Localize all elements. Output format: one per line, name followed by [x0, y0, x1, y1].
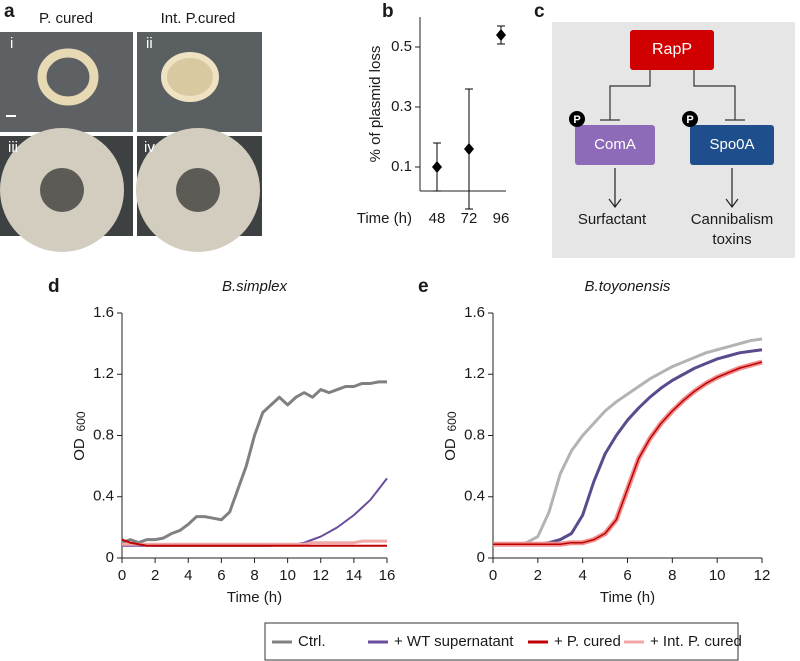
- legend-entries: Ctrl. + WT supernatant + P. cured + Int. P.…: [272, 633, 742, 650]
- series-line: [493, 337, 763, 546]
- y-tick-label: 1.2: [464, 365, 485, 382]
- tile-label: ii: [146, 35, 153, 52]
- series-line: [122, 539, 387, 546]
- legend-label: + P. cured: [554, 633, 621, 650]
- node-label: Spo0A: [709, 136, 754, 153]
- point: [496, 29, 506, 41]
- x-tick-label: 6: [217, 567, 225, 584]
- x-tick-label: 8: [668, 567, 676, 584]
- node: [690, 125, 774, 165]
- arrow: [608, 168, 739, 208]
- photo: [0, 32, 133, 132]
- x-axis-label: Time (h): [600, 589, 655, 606]
- node: [575, 125, 655, 165]
- inhibition-edge: [600, 70, 745, 121]
- legend: [264, 622, 739, 661]
- y-tick-label: 0.4: [464, 488, 485, 505]
- output-label: toxins: [712, 231, 751, 248]
- x-tick-label: 2: [151, 567, 159, 584]
- x-tick-label: 16: [379, 567, 396, 584]
- x-tick-label: 96: [493, 210, 510, 227]
- output-label: Cannibalism: [691, 211, 774, 228]
- point: [464, 143, 474, 155]
- x-axis-label: Time (h): [227, 589, 282, 606]
- x-tick-label: 48: [429, 210, 446, 227]
- x-tick-label: 12: [312, 567, 329, 584]
- y-tick-label: 0.8: [93, 426, 114, 443]
- point: [432, 161, 442, 173]
- series-line: [122, 477, 388, 547]
- series-line: [493, 348, 763, 546]
- y-axis-label: % of plasmid loss: [367, 46, 384, 163]
- y-tick-label: 0.3: [391, 98, 412, 115]
- colony: [161, 52, 219, 102]
- x-axis-label: Time (h): [357, 210, 412, 227]
- output-label: Surfactant: [578, 211, 647, 228]
- series-line: [121, 380, 387, 545]
- x-tick-label: 0: [489, 567, 497, 584]
- tile-label: i: [10, 35, 13, 52]
- phospho-label: P: [686, 114, 693, 126]
- panel-label: b: [382, 1, 394, 22]
- x-tick-label: 4: [578, 567, 586, 584]
- x-tick-label: 72: [461, 210, 478, 227]
- x-tick-label: 14: [346, 567, 363, 584]
- tile-label: iv: [144, 139, 155, 156]
- y-tick-label: 1.2: [93, 365, 114, 382]
- panel-label: a: [4, 1, 15, 22]
- tile-label: iii: [8, 139, 18, 156]
- panel-label: c: [534, 1, 545, 22]
- y-tick-label: 0.8: [464, 426, 485, 443]
- x-tick-label: 4: [184, 567, 192, 584]
- x-tick-label: 12: [754, 567, 771, 584]
- legend-label: + Int. P. cured: [650, 633, 742, 650]
- phospho-badge: [569, 111, 585, 127]
- chart-title: B.toyonensis: [585, 278, 671, 295]
- y-axis-label: OD: [442, 438, 459, 461]
- y-tick-label: 0.5: [391, 38, 412, 55]
- x-tick-label: 0: [118, 567, 126, 584]
- panel-c: RapP ComA Spo0A P P Surfactant Cannibali…: [552, 22, 795, 258]
- node-label: RapP: [652, 41, 692, 58]
- y-tick-label: 1.6: [464, 304, 485, 321]
- chart-title: B.simplex: [222, 278, 288, 295]
- phospho-label: P: [573, 114, 580, 126]
- colony-center: [176, 168, 220, 212]
- series-line: [493, 359, 763, 547]
- node: [630, 30, 714, 70]
- column-header: Int. P.cured: [161, 10, 236, 27]
- y-tick-label: 0: [477, 549, 485, 566]
- y-axis-label-sub: 600: [74, 411, 88, 431]
- y-tick-label: 0.1: [391, 158, 412, 175]
- phospho-badge: [682, 111, 698, 127]
- node-label: ComA: [594, 136, 636, 153]
- legend-label: Ctrl.: [298, 633, 326, 650]
- x-tick-label: 10: [279, 567, 296, 584]
- column-header: P. cured: [39, 10, 93, 27]
- y-tick-label: 1.6: [93, 304, 114, 321]
- x-tick-label: 6: [623, 567, 631, 584]
- legend-label: + WT supernatant: [394, 633, 514, 650]
- colony: [37, 48, 99, 106]
- colony-center: [40, 168, 84, 212]
- x-tick-label: 8: [250, 567, 258, 584]
- panel-label: d: [48, 276, 60, 297]
- y-axis-label: OD: [71, 438, 88, 461]
- y-axis-label-sub: 600: [445, 411, 459, 431]
- series-line: [493, 361, 763, 545]
- panel-a: P. cured Int. P.cured i ii iii iv: [0, 10, 262, 252]
- x-tick-label: 10: [709, 567, 726, 584]
- x-tick-label: 2: [534, 567, 542, 584]
- panel-label: e: [418, 276, 429, 297]
- y-tick-label: 0: [106, 549, 114, 566]
- y-tick-label: 0.4: [93, 488, 114, 505]
- series-line: [121, 538, 387, 547]
